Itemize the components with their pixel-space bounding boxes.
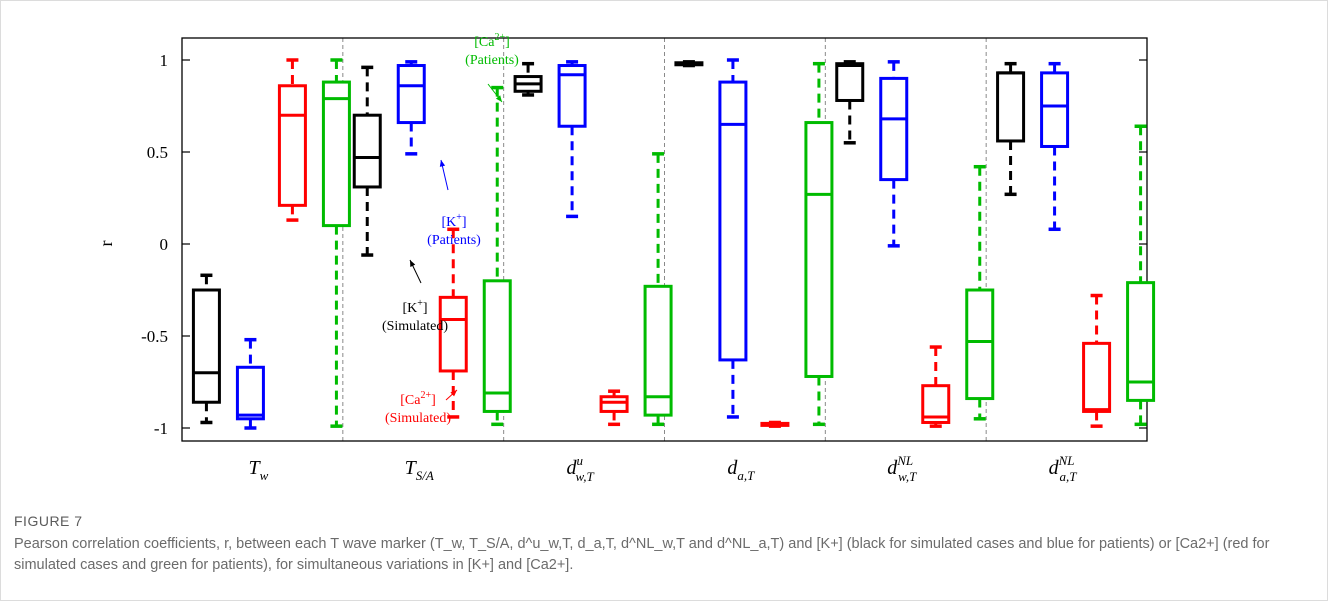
x-tick-label: da,T xyxy=(727,457,755,483)
box-ca-patients xyxy=(482,85,512,427)
iqr-box xyxy=(482,279,512,413)
y-tick-label: 0.5 xyxy=(147,143,168,162)
annotation-arrowhead xyxy=(450,390,457,397)
box-k-patients xyxy=(557,60,587,219)
box-k-patients xyxy=(879,60,909,248)
annotation-label: [Ca2+] (Patients) xyxy=(465,32,519,68)
iqr-box xyxy=(352,113,382,189)
annotation-label: [K+] (Patients) xyxy=(427,212,481,248)
box-k-patients xyxy=(235,337,265,430)
annotation-label: [Ca2+] (Simulated) xyxy=(385,390,451,426)
figure-label: FIGURE 7 xyxy=(14,513,83,529)
annotation-arrowhead xyxy=(410,260,416,267)
iqr-box xyxy=(643,284,673,417)
iqr-box xyxy=(804,121,834,378)
iqr-box xyxy=(599,395,629,413)
box-ca-simulated xyxy=(438,227,468,419)
plot-frame xyxy=(181,37,1148,442)
box-ca-simulated xyxy=(760,420,790,428)
box-k-simulated xyxy=(352,65,382,257)
iqr-box xyxy=(438,295,468,373)
x-tick-label: Tw xyxy=(249,457,269,483)
iqr-box xyxy=(235,365,265,421)
y-tick-label: -1 xyxy=(154,419,168,438)
y-axis-label: r xyxy=(96,241,116,247)
iqr-box xyxy=(965,288,995,401)
iqr-box xyxy=(718,80,748,362)
iqr-box xyxy=(996,71,1026,143)
box-k-simulated xyxy=(513,61,543,97)
x-tick-label: dNL w,T xyxy=(887,453,917,484)
iqr-box xyxy=(879,76,909,182)
box-ca-simulated xyxy=(277,58,307,222)
x-tick-label: dNL a,T xyxy=(1049,453,1078,484)
iqr-box xyxy=(321,80,351,228)
annotation-label: [K+] (Simulated) xyxy=(382,298,448,334)
iqr-box xyxy=(191,288,221,404)
box-plot-chart: 1 0.5 0 -0.5 -1 r Tw TS/A du w,T da,T dNL w,T dNL a,T [… xyxy=(96,32,1156,484)
box-k-simulated xyxy=(835,60,865,145)
iqr-box xyxy=(1082,341,1112,413)
iqr-box xyxy=(396,64,426,125)
box-k-simulated xyxy=(674,60,704,68)
iqr-box xyxy=(277,84,307,207)
box-k-patients xyxy=(1040,61,1070,232)
y-tick-label: 1 xyxy=(160,51,169,70)
box-k-patients xyxy=(396,60,426,156)
box-ca-simulated xyxy=(1082,293,1112,428)
y-tick-label: 0 xyxy=(160,235,169,254)
box-ca-patients xyxy=(321,58,351,428)
box-ca-patients xyxy=(965,164,995,421)
y-tick-label: -0.5 xyxy=(141,327,168,346)
annotation-arrowhead xyxy=(439,160,446,167)
box-ca-simulated xyxy=(921,345,951,428)
box-k-simulated xyxy=(996,61,1026,197)
box-ca-patients xyxy=(804,61,834,427)
annotation-arrowhead xyxy=(495,95,502,102)
box-ca-simulated xyxy=(599,389,629,427)
x-tick-label: du w,T xyxy=(566,453,594,484)
x-tick-label: TS/A xyxy=(405,457,434,483)
iqr-box xyxy=(1040,71,1070,148)
iqr-box xyxy=(835,62,865,102)
box-ca-patients xyxy=(1126,124,1156,427)
figure-caption: Pearson correlation coefficients, r, bet… xyxy=(14,536,1270,573)
box-k-simulated xyxy=(191,273,221,425)
box-ca-patients xyxy=(643,152,673,427)
box-k-patients xyxy=(718,58,748,419)
